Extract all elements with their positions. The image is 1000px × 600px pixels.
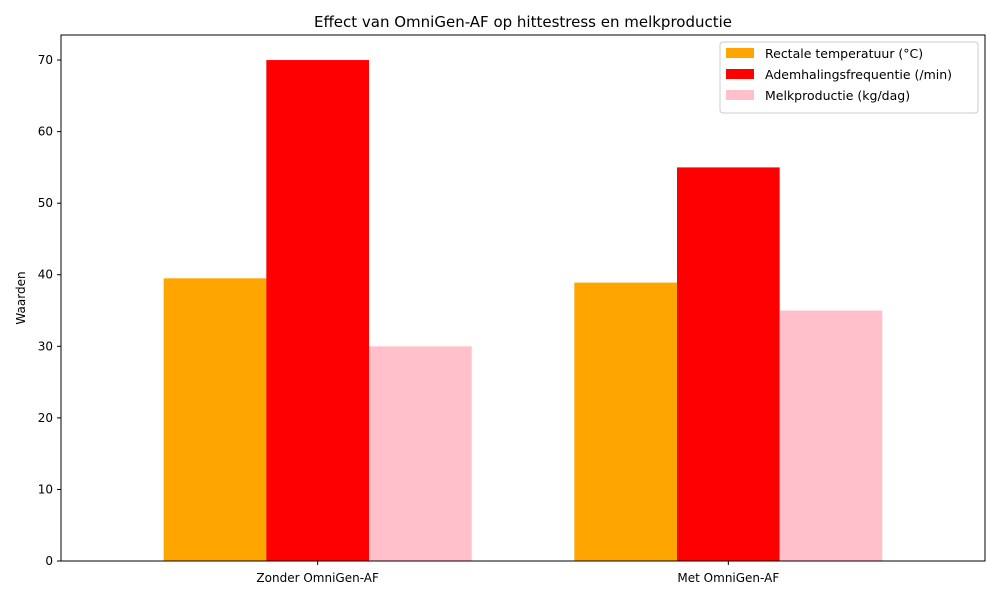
y-tick-label: 10 <box>38 482 53 496</box>
bars-group <box>163 60 883 562</box>
y-tick-label: 50 <box>38 196 53 210</box>
bar <box>163 278 267 561</box>
y-tick-label: 30 <box>38 339 53 353</box>
y-tick-label: 60 <box>38 125 53 139</box>
y-axis-label: Waarden <box>14 271 28 324</box>
legend: Rectale temperatuur (°C) Ademhalingsfrequ… <box>719 41 979 114</box>
y-tick-label: 70 <box>38 53 53 67</box>
bar <box>369 346 472 561</box>
x-tick-label: Met OmniGen-AF <box>677 571 779 585</box>
legend-box <box>719 41 979 114</box>
y-tick-label: 0 <box>45 554 53 568</box>
axes-group: 0 10 20 30 40 50 60 70 Zonder OmniGen-AF Met Omni… <box>38 34 986 585</box>
legend-swatch <box>726 90 754 100</box>
legend-label: Ademhalingsfrequentie (/min) <box>765 67 952 82</box>
bar <box>266 60 369 562</box>
y-tick-label: 20 <box>38 411 53 425</box>
plot-frame <box>60 34 986 562</box>
legend-label: Rectale temperatuur (°C) <box>765 46 923 61</box>
legend-swatch <box>726 48 754 58</box>
bar <box>677 167 780 561</box>
bar <box>779 310 883 561</box>
bar <box>574 282 677 561</box>
y-tick-label: 40 <box>38 268 53 282</box>
chart-title: Effect van OmniGen-AF op hittestress en … <box>314 13 732 31</box>
legend-swatch <box>726 69 754 79</box>
legend-label: Melkproductie (kg/dag) <box>765 88 910 103</box>
x-tick-label: Zonder OmniGen-AF <box>256 571 379 585</box>
